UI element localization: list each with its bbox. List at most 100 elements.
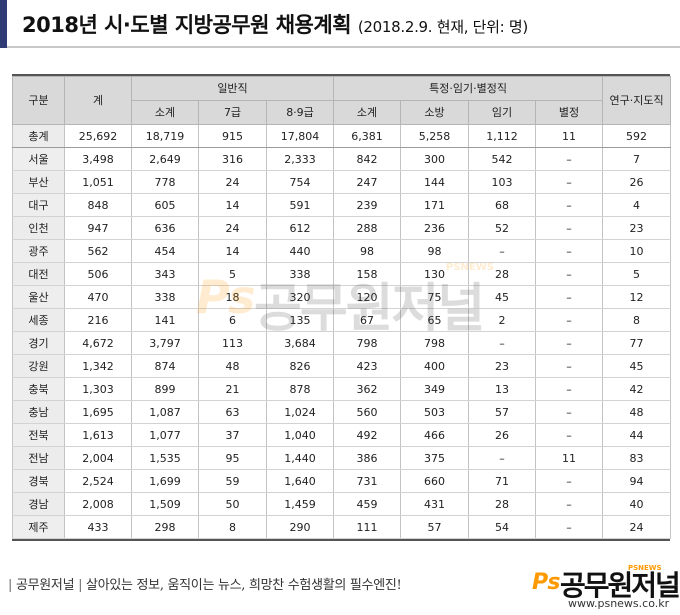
table-row: 서울 3,498 2,649 316 2,333 842 300 542–7 xyxy=(12,147,672,171)
table-cell: 98 xyxy=(333,239,402,263)
table-cell: 57 xyxy=(468,400,537,424)
footer-divider: | xyxy=(8,578,13,593)
row-region: 전북 xyxy=(12,423,65,447)
header-row-1: 구분 계 일반직 특정·임기·별정직 연구·지도직 xyxy=(12,76,672,125)
row-region: 울산 xyxy=(12,285,65,309)
table-cell: – xyxy=(535,239,604,263)
table-cell: – xyxy=(535,308,604,332)
table-cell: 466 xyxy=(400,423,470,447)
table-cell: 144 xyxy=(400,170,470,194)
row-region: 부산 xyxy=(12,170,65,194)
table-cell: 40 xyxy=(602,492,672,516)
footer-text: | 공무원저널 | 살아있는 정보, 움직이는 뉴스, 희망찬 수험생활의 필수… xyxy=(8,574,402,593)
table-cell: 18 xyxy=(198,285,267,309)
table-cell: 1,112 xyxy=(468,124,537,148)
recruitment-table-container: 구분 계 일반직 특정·임기·별정직 연구·지도직 소계 7급 8·9급 소계 … xyxy=(12,74,672,541)
table-cell: 1,051 xyxy=(64,170,132,194)
table-cell: 288 xyxy=(333,216,402,240)
table-row: 경남 2,008 1,509 50 1,459 459 431 28–40 xyxy=(12,492,672,516)
table-cell: 2,004 xyxy=(64,446,132,470)
table-row: 총계 25,692 18,719 915 17,804 6,381 5,258 1,112 11… xyxy=(12,124,672,148)
table-cell: 492 xyxy=(333,423,402,447)
table-cell: – xyxy=(535,216,604,240)
table-cell: 560 xyxy=(333,400,402,424)
table-cell: 103 xyxy=(468,170,537,194)
table-cell: 141 xyxy=(131,308,199,332)
table-cell: 338 xyxy=(265,262,335,286)
table-cell: 842 xyxy=(333,147,402,171)
table-cell: 754 xyxy=(265,170,335,194)
table-cell: 947 xyxy=(64,216,132,240)
row-region: 서울 xyxy=(12,147,65,171)
table-row: 대구 848 605 14 591 239 171 68–4 xyxy=(12,193,672,217)
table-cell: 120 xyxy=(333,285,402,309)
table-cell: – xyxy=(535,515,604,539)
table-cell: 470 xyxy=(64,285,132,309)
table-cell: 899 xyxy=(131,377,199,401)
page-title: 2018년 시·도별 지방공무원 채용계획 (2018.2.9. 현재, 단위:… xyxy=(22,9,528,39)
table-cell: 239 xyxy=(333,193,402,217)
table-cell: 503 xyxy=(400,400,470,424)
table-cell: 2,333 xyxy=(265,147,335,171)
footer-divider: | xyxy=(78,578,83,593)
table-cell: – xyxy=(535,262,604,286)
logo-tag: PSNEWS xyxy=(628,564,662,572)
table-cell: – xyxy=(535,492,604,516)
table-cell: 37 xyxy=(198,423,267,447)
table-cell: 343 xyxy=(131,262,199,286)
table-row: 제주 433 298 8 290 111 57 54–24 xyxy=(12,515,672,539)
table-cell: 6 xyxy=(198,308,267,332)
table-cell: 171 xyxy=(400,193,470,217)
title-accent-bar xyxy=(0,0,7,48)
table-cell: 542 xyxy=(468,147,537,171)
table-cell: – xyxy=(535,423,604,447)
table-cell: 506 xyxy=(64,262,132,286)
table-cell: 290 xyxy=(265,515,335,539)
table-row: 경북 2,524 1,699 59 1,640 731 660 71–94 xyxy=(12,469,672,493)
table-cell: 26 xyxy=(602,170,672,194)
table-row: 충북 1,303 899 21 878 362 349 13–42 xyxy=(12,377,672,401)
table-cell: 130 xyxy=(400,262,470,286)
table-cell: – xyxy=(468,239,537,263)
table-cell: 45 xyxy=(602,354,672,378)
table-cell: 135 xyxy=(265,308,335,332)
table-cell: 605 xyxy=(131,193,199,217)
row-region: 경기 xyxy=(12,331,65,355)
table-cell: 52 xyxy=(468,216,537,240)
table-cell: 247 xyxy=(333,170,402,194)
table-cell: 316 xyxy=(198,147,267,171)
table-cell: 13 xyxy=(468,377,537,401)
table-cell: 28 xyxy=(468,492,537,516)
table-cell: 848 xyxy=(64,193,132,217)
row-region: 전남 xyxy=(12,446,65,470)
table-cell: 459 xyxy=(333,492,402,516)
table-cell: 26 xyxy=(468,423,537,447)
header-row-2: 소계 7급 8·9급 소계 소방 임기 별정 xyxy=(13,100,671,125)
table-cell: 300 xyxy=(400,147,470,171)
table-cell: 1,087 xyxy=(131,400,199,424)
table-cell: 5 xyxy=(198,262,267,286)
table-cell: 2,524 xyxy=(64,469,132,493)
table-cell: – xyxy=(535,400,604,424)
table-cell: 349 xyxy=(400,377,470,401)
table-cell: 778 xyxy=(131,170,199,194)
header-grade-7: 7급 xyxy=(198,100,267,125)
table-cell: 660 xyxy=(400,469,470,493)
table-cell: 1,509 xyxy=(131,492,199,516)
table-cell: – xyxy=(468,446,537,470)
table-cell: 50 xyxy=(198,492,267,516)
footer-slogan: 살아있는 정보, 움직이는 뉴스, 희망찬 수험생활의 필수엔진! xyxy=(86,578,402,593)
table-cell: 83 xyxy=(602,446,672,470)
table-cell: 1,695 xyxy=(64,400,132,424)
table-cell: 423 xyxy=(333,354,402,378)
table-cell: 826 xyxy=(265,354,335,378)
table-cell: 1,077 xyxy=(131,423,199,447)
table-cell: 2 xyxy=(468,308,537,332)
header-total: 계 xyxy=(64,76,132,125)
header-special: 특정·임기·별정직 xyxy=(333,76,604,101)
table-cell: 798 xyxy=(333,331,402,355)
table-cell: 592 xyxy=(602,124,672,148)
footer: | 공무원저널 | 살아있는 정보, 움직이는 뉴스, 희망찬 수험생활의 필수… xyxy=(0,560,680,615)
table-cell: – xyxy=(535,193,604,217)
row-region: 총계 xyxy=(12,124,65,148)
